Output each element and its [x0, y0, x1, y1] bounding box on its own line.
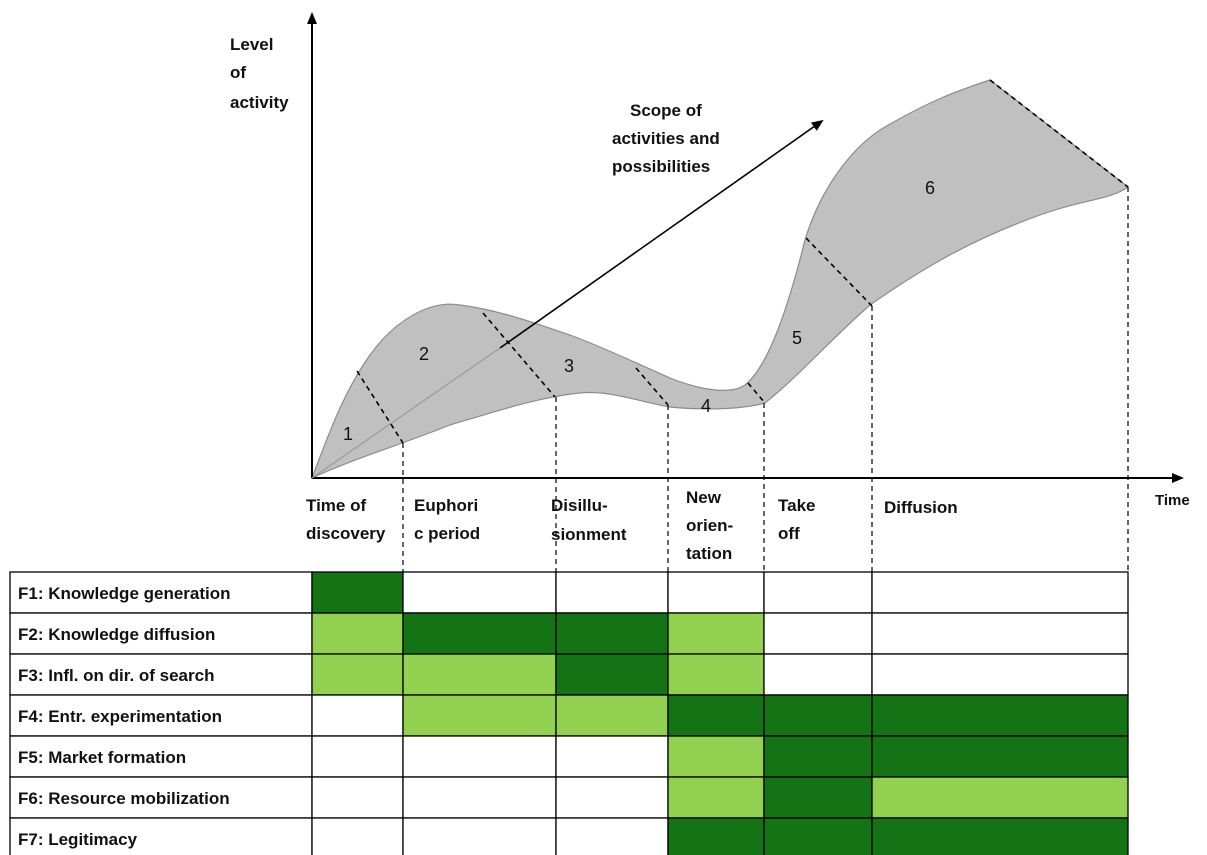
table-cell-dark — [555, 653, 669, 696]
table-cell-light — [667, 612, 765, 655]
table-cell-dark — [763, 776, 873, 819]
band-separator-3 — [635, 367, 669, 406]
table-row-label-cell — [9, 776, 313, 819]
table-cell-light — [667, 653, 765, 696]
phase-number-3: 3 — [564, 356, 574, 376]
phase-label-4-line-3: tation — [686, 544, 732, 563]
table-row-label: F5: Market formation — [18, 748, 186, 767]
band-separator-6 — [989, 79, 1129, 188]
table-cell-dark — [402, 612, 557, 655]
table-cell-dark — [667, 817, 765, 855]
table-cell-none — [311, 694, 404, 737]
table-cell-light — [311, 653, 404, 696]
table-cell-light — [871, 776, 1129, 819]
table-cell-none — [402, 776, 557, 819]
table-row-label: F3: Infl. on dir. of search — [18, 666, 214, 685]
table-cell-dark — [763, 735, 873, 778]
band-separators — [356, 79, 1129, 444]
table-cell-none — [763, 612, 873, 655]
phase-label-3-line-2: sionment — [551, 525, 627, 544]
activity-band — [310, 79, 1130, 480]
table-cell-none — [402, 571, 557, 614]
function-table: F1: Knowledge generation F2: Knowledge di… — [9, 571, 1129, 855]
table-cell-none — [555, 776, 669, 819]
scope-arrow — [499, 119, 824, 349]
table-cell-dark — [871, 817, 1129, 855]
table-cell-none — [402, 735, 557, 778]
table-cell-light — [402, 694, 557, 737]
table-cell-none — [871, 612, 1129, 655]
table-cell-light — [402, 653, 557, 696]
table-cell-dark — [555, 612, 669, 655]
table-cell-light — [667, 735, 765, 778]
phase-label-1-line-2: discovery — [306, 524, 386, 543]
table-cell-none — [667, 571, 765, 614]
phase-number-2: 2 — [419, 344, 429, 364]
table-row-label: F1: Knowledge generation — [18, 584, 231, 603]
phase-label-4-line-2: orien- — [686, 516, 733, 535]
table-cell-light — [311, 612, 404, 655]
table-cell-dark — [311, 571, 404, 614]
table-cell-dark — [871, 735, 1129, 778]
phase-label-2-line-2: c period — [414, 524, 480, 543]
scope-guide-line — [311, 347, 501, 479]
phase-number-6: 6 — [925, 178, 935, 198]
table-row-label-cell — [9, 817, 313, 855]
table-cell-none — [871, 653, 1129, 696]
table-row-label: F7: Legitimacy — [18, 830, 138, 849]
x-axis-label: Time — [1155, 492, 1190, 509]
table-cell-none — [555, 817, 669, 855]
y-axis-label-line-2: of — [230, 63, 246, 82]
table-cell-none — [555, 571, 669, 614]
table-row-label: F6: Resource mobilization — [18, 789, 230, 808]
table-cell-dark — [667, 694, 765, 737]
table-cell-none — [763, 653, 873, 696]
table-row-label-cell — [9, 694, 313, 737]
table-row-label: F2: Knowledge diffusion — [18, 625, 215, 644]
band-separator-5 — [805, 237, 873, 307]
table-cell-dark — [763, 817, 873, 855]
table-cell-light — [667, 776, 765, 819]
phase-number-5: 5 — [792, 328, 802, 348]
table-row-label-cell — [9, 735, 313, 778]
table-cell-none — [402, 817, 557, 855]
table-row-label-cell — [9, 612, 313, 655]
scope-label-line-2: activities and — [612, 129, 720, 148]
band-separator-2 — [482, 312, 556, 398]
scope-label-line-3: possibilities — [612, 157, 710, 176]
scope-label-line-1: Scope of — [630, 101, 702, 120]
table-row-label: F4: Entr. experimentation — [18, 707, 222, 726]
phase-number-4: 4 — [701, 396, 711, 416]
phase-labels: Time of discovery Euphori c period Disil… — [306, 488, 958, 563]
table-cell-none — [871, 571, 1129, 614]
phase-lines — [402, 187, 1129, 572]
table-cell-none — [311, 735, 404, 778]
phase-label-5-line-2: off — [778, 524, 800, 543]
phase-label-4-line-1: New — [686, 488, 722, 507]
y-axis-label-line-3: activity — [230, 93, 289, 112]
phase-label-6-line-1: Diffusion — [884, 498, 958, 517]
table-cell-none — [763, 571, 873, 614]
phase-label-1-line-1: Time of — [306, 496, 366, 515]
table-cell-dark — [763, 694, 873, 737]
table-cell-light — [555, 694, 669, 737]
table-cell-none — [311, 776, 404, 819]
table-cell-none — [311, 817, 404, 855]
phase-label-2-line-1: Euphori — [414, 496, 478, 515]
table-cell-none — [555, 735, 669, 778]
phase-label-3-line-1: Disillu- — [551, 496, 608, 515]
table-cell-dark — [871, 694, 1129, 737]
phase-label-5-line-1: Take — [778, 496, 816, 515]
band-separator-4 — [747, 382, 766, 404]
y-axis-label-line-1: Level — [230, 35, 273, 54]
phase-number-1: 1 — [343, 424, 353, 444]
